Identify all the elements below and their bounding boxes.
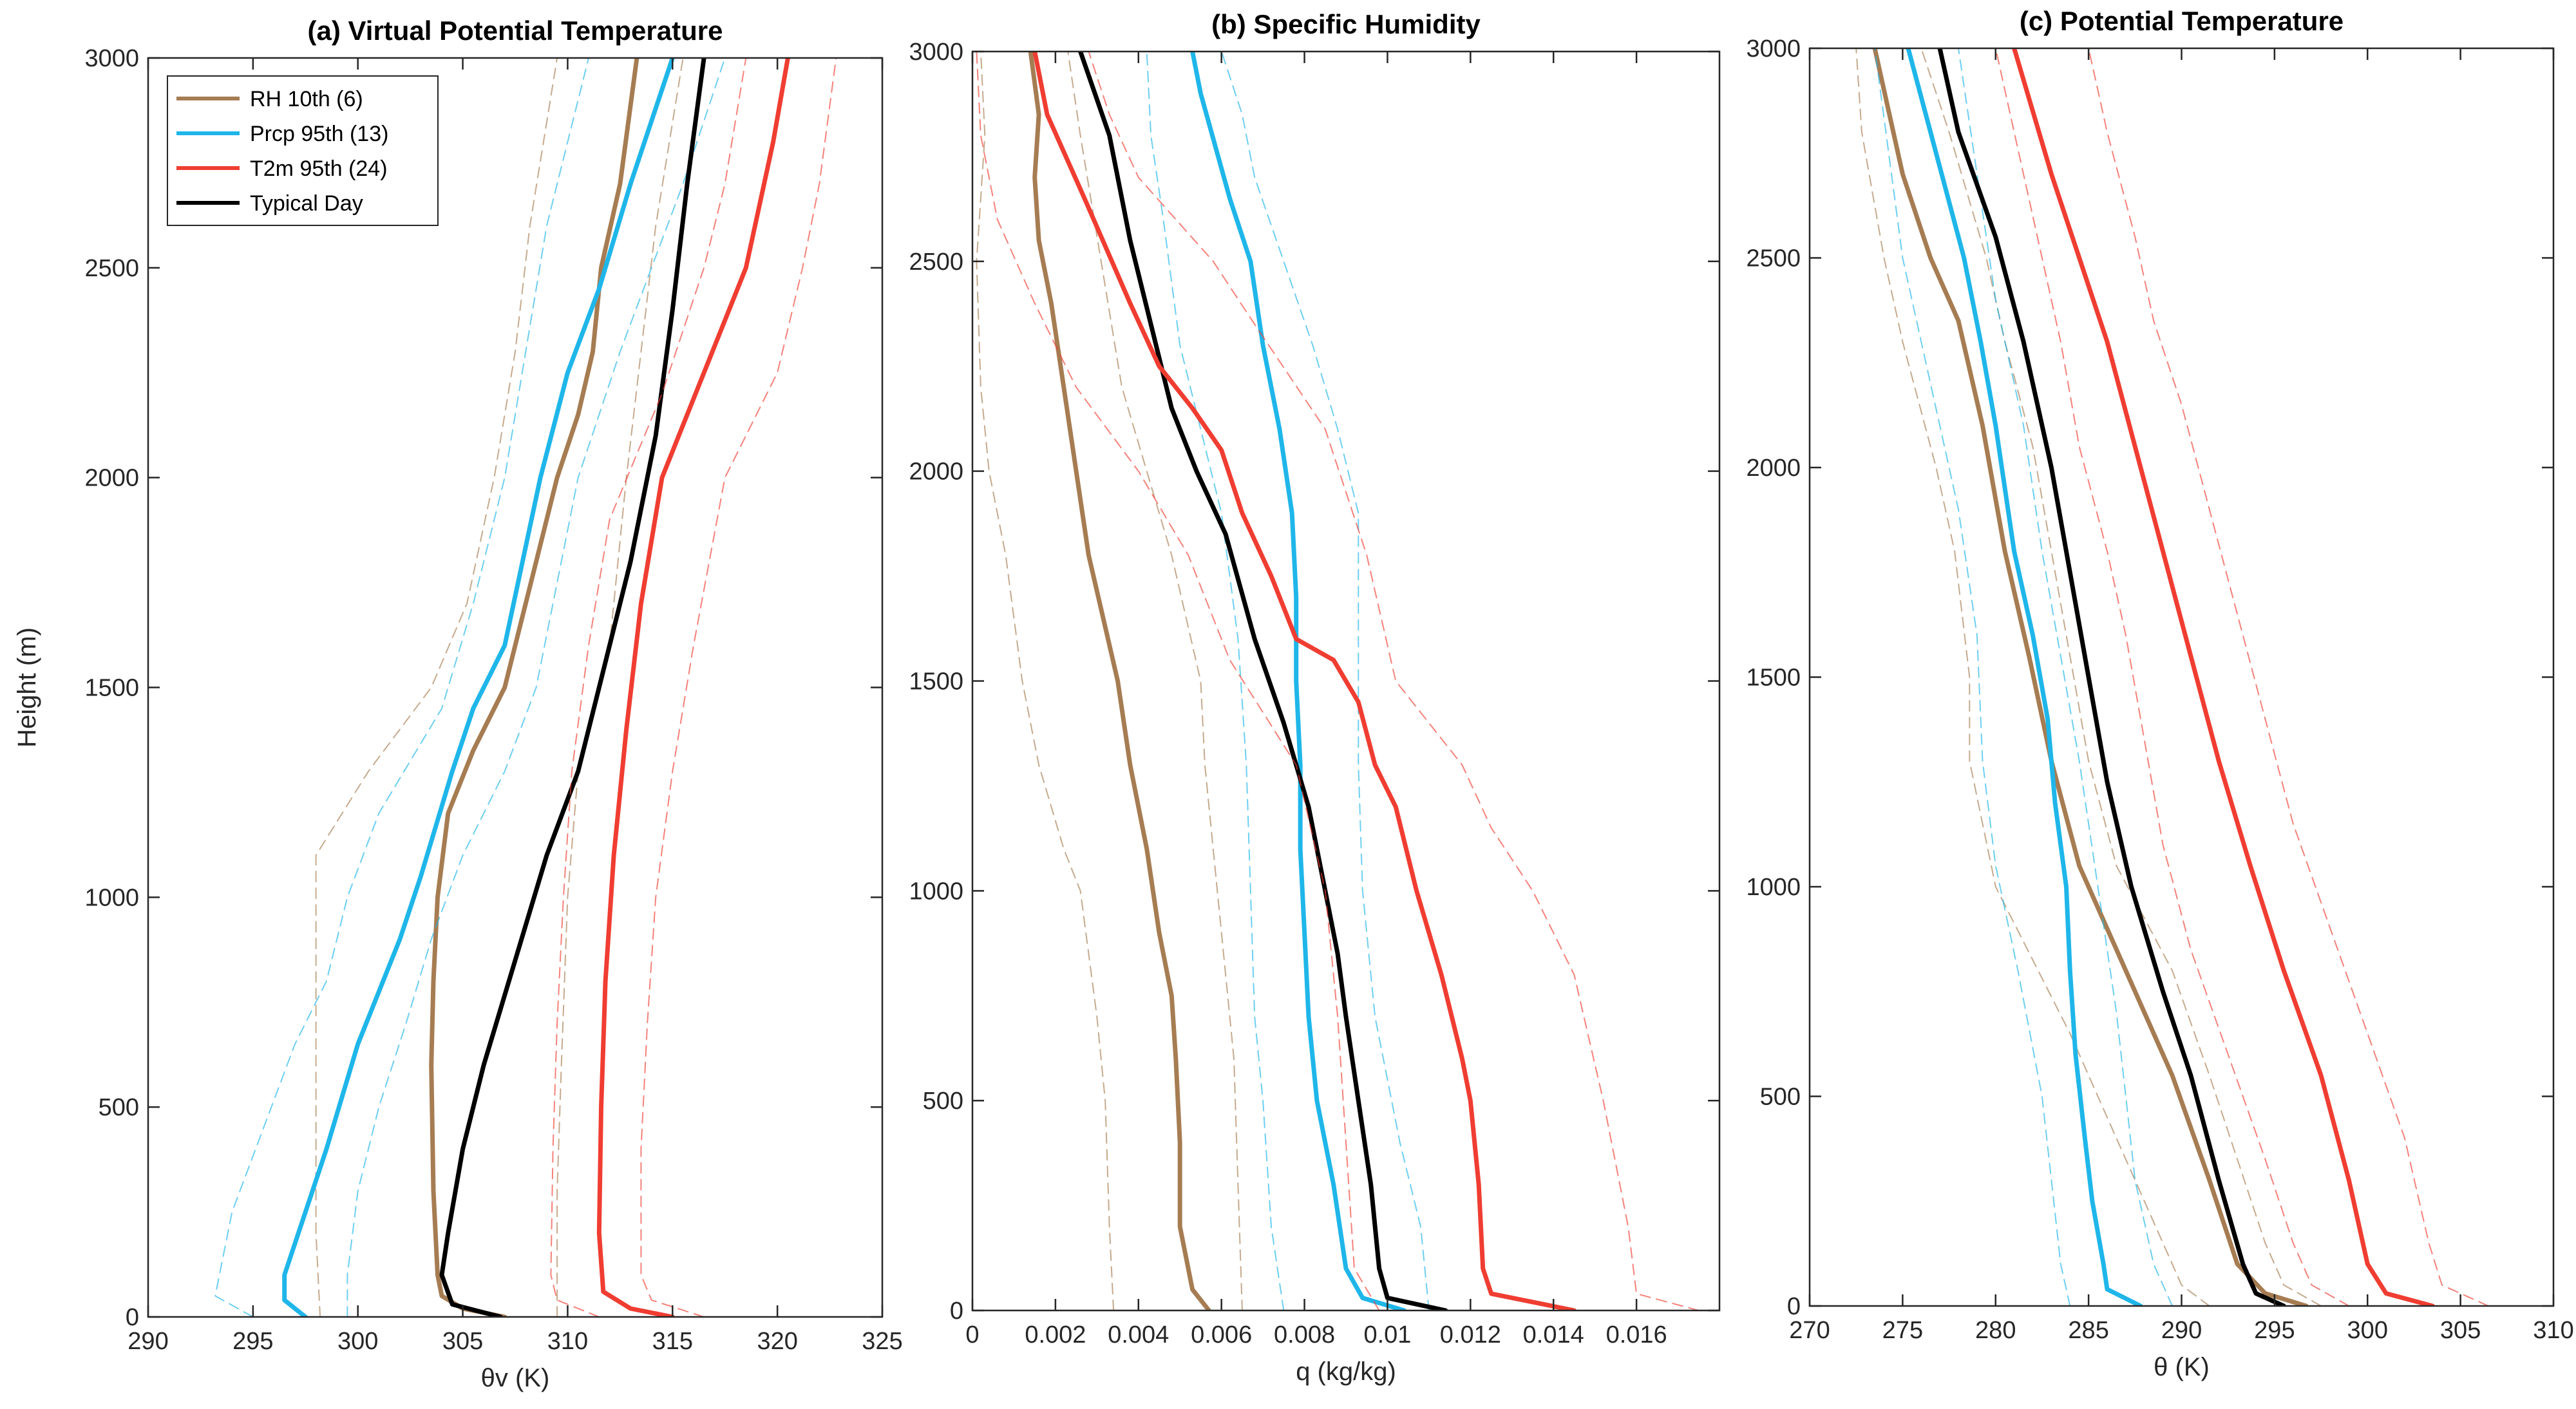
axes-box xyxy=(147,57,884,1318)
spread-line-5 xyxy=(1958,48,2174,1306)
x-tick-label: 305 xyxy=(442,1328,483,1355)
series-group xyxy=(214,58,837,1317)
y-tick-label: 1500 xyxy=(84,675,139,702)
y-tick-label: 1500 xyxy=(1746,665,1801,692)
x-tick-label: 0.012 xyxy=(1440,1321,1501,1348)
mean-line-7 xyxy=(596,58,790,1317)
y-tick-label: 0 xyxy=(126,1304,139,1331)
spread-line-8 xyxy=(976,52,1380,1310)
legend-entry: Typical Day xyxy=(250,191,363,216)
y-tick-label: 2000 xyxy=(84,465,139,492)
spread-line-9 xyxy=(640,58,837,1317)
spread-line-1 xyxy=(976,52,1115,1310)
panel-c-potential-temperature: 270 275 280 285 290 295 300 305 310 0 500 1000 1500 2… xyxy=(1746,6,2573,1381)
spread-line-4 xyxy=(1146,52,1285,1310)
mean-line-7 xyxy=(1032,52,1577,1310)
y-tick-label: 1000 xyxy=(84,884,139,911)
x-tick-label: 300 xyxy=(337,1328,378,1355)
spread-line-2 xyxy=(1067,52,1243,1310)
y-axis-label: Height (m) xyxy=(13,627,41,748)
x-axis-label: θ (K) xyxy=(2154,1353,2210,1381)
mean-line-6 xyxy=(1078,52,1448,1310)
mean-line-0 xyxy=(429,58,639,1317)
x-tick-label: 310 xyxy=(547,1328,588,1355)
y-tick-label: 0 xyxy=(950,1298,963,1325)
x-tick-label: 285 xyxy=(2068,1317,2108,1344)
x-tick-label: 0.006 xyxy=(1191,1321,1252,1348)
y-tick-label: 500 xyxy=(99,1094,139,1121)
spread-line-8 xyxy=(1994,48,2350,1306)
legend: RH 10th (6) Prcp 95th (13) T2m 95th (24) Ty… xyxy=(167,75,439,226)
mean-line-3 xyxy=(282,58,675,1317)
x-tick-label: 290 xyxy=(2161,1317,2202,1344)
y-tick-label: 3000 xyxy=(909,39,963,66)
y-tick-label: 1000 xyxy=(909,878,963,905)
spread-line-4 xyxy=(214,58,589,1317)
y-tick-label: 3000 xyxy=(1746,35,1801,62)
x-tick-label: 0.008 xyxy=(1274,1321,1335,1348)
spread-line-4 xyxy=(1874,48,2071,1306)
legend-entry: T2m 95th (24) xyxy=(250,156,388,181)
x-tick-label: 320 xyxy=(757,1328,797,1355)
legend-entry: Prcp 95th (13) xyxy=(250,122,388,146)
y-tick-label: 2500 xyxy=(84,255,139,282)
series-group xyxy=(1855,48,2489,1306)
mean-line-6 xyxy=(1937,48,2286,1306)
x-tick-label: 325 xyxy=(862,1328,902,1355)
y-tick-label: 3000 xyxy=(84,45,139,72)
x-tick-label: 0.014 xyxy=(1523,1321,1584,1348)
y-tick-label: 1500 xyxy=(909,668,963,695)
x-tick-label: 300 xyxy=(2347,1317,2388,1344)
panel-title: (a) Virtual Potential Temperature xyxy=(308,15,723,46)
mean-line-0 xyxy=(1028,52,1211,1310)
panel-b-specific-humidity: 0 0.002 0.004 0.006 0.008 0.01 0.012 0.014 0.016… xyxy=(909,9,1721,1386)
x-tick-label: 270 xyxy=(1789,1317,1830,1344)
y-tick-label: 2000 xyxy=(909,459,963,486)
spread-line-1 xyxy=(1855,48,2210,1306)
legend-box xyxy=(167,75,439,226)
panel-title: (c) Potential Temperature xyxy=(2020,6,2344,36)
x-tick-label: 0.002 xyxy=(1025,1321,1086,1348)
y-tick-label: 2500 xyxy=(1746,245,1801,272)
mean-line-3 xyxy=(1190,52,1406,1310)
x-tick-label: 305 xyxy=(2440,1317,2481,1344)
x-tick-label: 295 xyxy=(2254,1317,2295,1344)
series-group xyxy=(976,52,1700,1310)
spread-line-9 xyxy=(2088,48,2489,1306)
x-tick-label: 0.004 xyxy=(1108,1321,1169,1348)
x-tick-label: 0.01 xyxy=(1363,1321,1411,1348)
x-tick-label: 290 xyxy=(128,1328,168,1355)
x-tick-label: 275 xyxy=(1882,1317,1923,1344)
y-tick-label: 2500 xyxy=(909,249,963,276)
y-tick-label: 0 xyxy=(1787,1293,1801,1320)
spread-line-2 xyxy=(556,58,684,1317)
y-tick-label: 500 xyxy=(1760,1084,1801,1111)
x-tick-label: 315 xyxy=(652,1328,693,1355)
x-tick-label: 310 xyxy=(2533,1317,2573,1344)
x-tick-label: 0 xyxy=(965,1321,979,1348)
spread-line-5 xyxy=(1220,52,1430,1310)
x-tick-label: 295 xyxy=(232,1328,273,1355)
panel-title: (b) Specific Humidity xyxy=(1211,9,1481,39)
y-tick-label: 1000 xyxy=(1746,874,1801,901)
panel-a-virtual-potential-temperature: 290 295 300 305 310 315 320 325 0 500 1000 1500 2000… xyxy=(13,15,903,1392)
spread-line-8 xyxy=(550,58,747,1317)
mean-line-3 xyxy=(1906,48,2143,1306)
legend-entry: RH 10th (6) xyxy=(250,87,363,111)
spread-line-2 xyxy=(1920,48,2322,1306)
mean-line-6 xyxy=(439,58,706,1317)
x-axis-label: q (kg/kg) xyxy=(1296,1357,1396,1386)
spread-line-5 xyxy=(346,58,726,1317)
spread-line-1 xyxy=(315,58,558,1317)
x-tick-label: 0.016 xyxy=(1606,1321,1667,1348)
y-tick-label: 2000 xyxy=(1746,455,1801,482)
y-tick-label: 500 xyxy=(923,1088,963,1115)
x-axis-label: θv (K) xyxy=(481,1364,550,1392)
mean-line-7 xyxy=(2012,48,2435,1306)
x-tick-label: 280 xyxy=(1975,1317,2016,1344)
